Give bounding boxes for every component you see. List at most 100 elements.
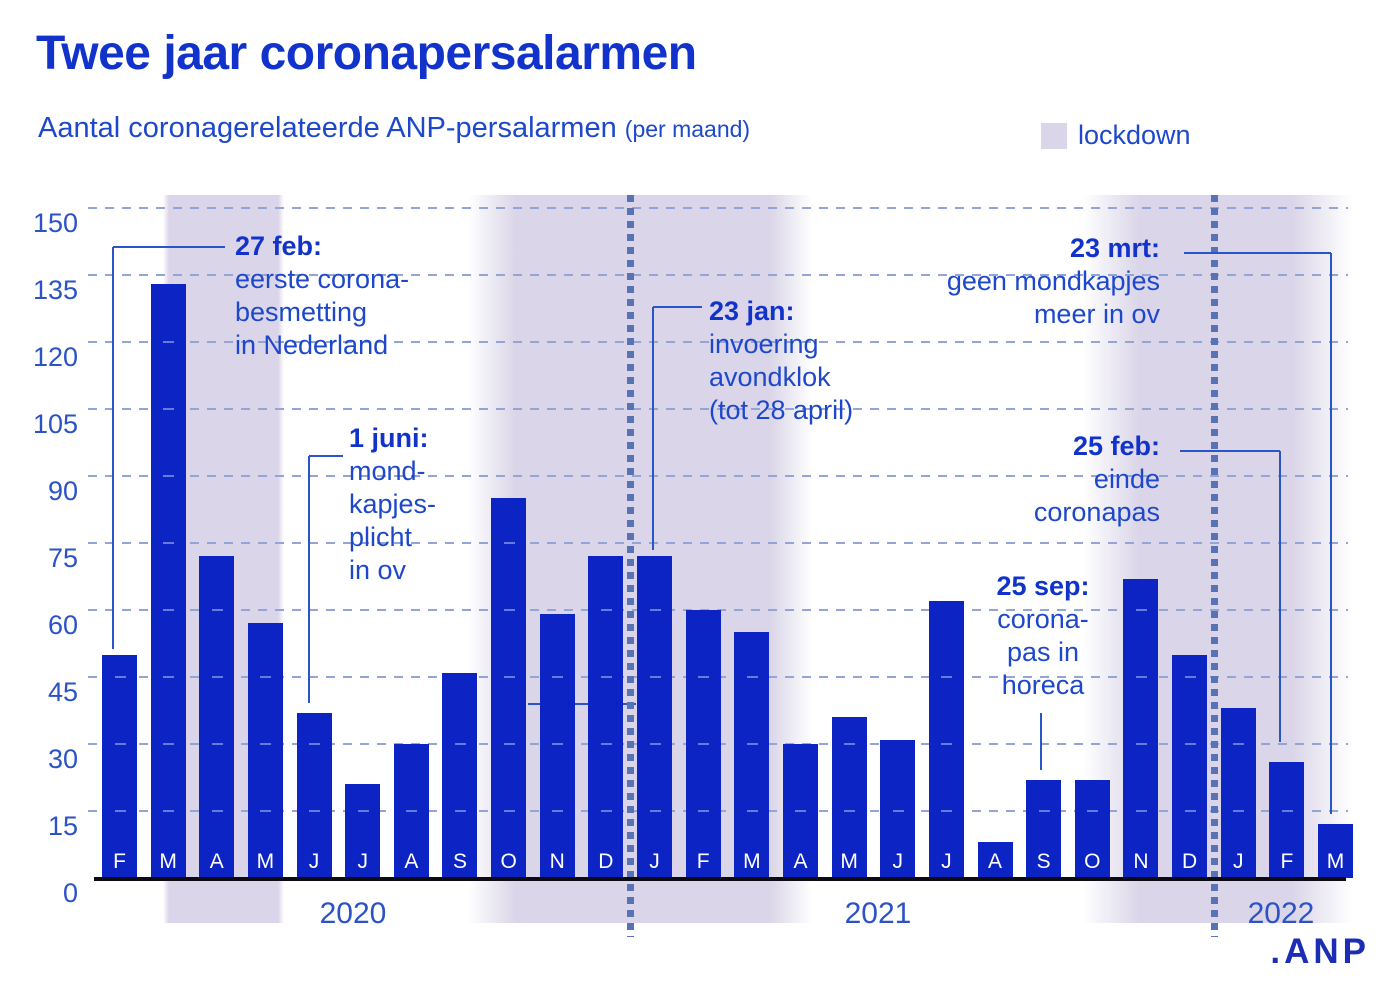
annotation-date: 23 jan: — [709, 296, 795, 326]
bar-gridline-tick — [163, 675, 175, 678]
bar-4-J: J — [296, 712, 332, 878]
bar-gridline-tick — [1087, 809, 1099, 812]
bar-month-label: J — [649, 849, 660, 873]
gridline-75 — [88, 542, 1348, 544]
bar-gridline-tick — [600, 675, 612, 678]
bar-24-F: F — [1269, 761, 1305, 878]
y-axis-label-120: 120 — [32, 342, 78, 372]
bar-gridline-tick — [163, 340, 175, 343]
bar-gridline-tick — [211, 608, 223, 611]
leader-line-v-1-juni — [308, 456, 310, 703]
bar-gridline-tick — [698, 810, 710, 812]
bar-gridline-tick — [1233, 809, 1245, 812]
year-divider-1 — [627, 195, 634, 937]
year-label-2022: 2022 — [1247, 897, 1315, 930]
bar-gridline-tick — [892, 809, 904, 812]
y-axis-label-105: 105 — [32, 409, 78, 439]
bar-gridline-tick — [746, 675, 758, 678]
annotation-date: 27 feb: — [235, 231, 323, 261]
bar-gridline-tick — [795, 810, 807, 812]
bar-8-O: O — [491, 498, 527, 878]
annotation-27-feb: 27 feb: eerste corona-besmetting in Nederl… — [235, 231, 410, 360]
y-axis-label-15: 15 — [47, 811, 78, 841]
leader-line-h-27-feb — [113, 246, 225, 248]
bar-6-A: A — [393, 744, 429, 878]
bar-gridline-tick — [649, 742, 661, 745]
bar-month-label: O — [500, 849, 517, 873]
y-axis-label-135: 135 — [32, 275, 78, 305]
anp-logo: .ANP — [1270, 932, 1370, 971]
bar-month-label: D — [598, 849, 614, 873]
leader-line-v-25-sep — [1040, 713, 1042, 770]
bar-gridline-tick — [211, 742, 223, 745]
y-axis-label-75: 75 — [47, 543, 78, 573]
bar-gridline-tick — [211, 675, 223, 678]
legend: lockdown — [1041, 120, 1191, 151]
y-axis-label-60: 60 — [47, 610, 78, 640]
bar-gridline-tick — [454, 809, 466, 812]
bar-month-label: F — [696, 850, 710, 873]
bar-month-label: J — [357, 849, 368, 873]
bar-gridline-tick — [1233, 742, 1245, 745]
year-label-2021: 2021 — [844, 897, 912, 930]
bar-gridline-tick — [552, 742, 564, 745]
bar-gridline-tick — [941, 809, 953, 812]
bar-gridline-tick — [1184, 675, 1196, 678]
subtitle-text: Aantal coronagerelateerde ANP-persalarme… — [38, 112, 617, 144]
bar-gridline-tick — [746, 742, 758, 745]
bar-month-label: J — [941, 849, 952, 873]
bar-gridline-tick — [503, 608, 515, 611]
bar-gridline-tick — [163, 474, 175, 477]
bar-month-label: J — [892, 849, 903, 873]
bar-month-label: M — [1326, 849, 1345, 873]
bar-month-label: A — [404, 850, 419, 873]
bar-gridline-tick — [260, 809, 272, 812]
bar-9-N: N — [539, 614, 575, 878]
bar-gridline-tick — [163, 608, 175, 611]
bar-gridline-tick — [698, 743, 710, 745]
bar-gridline-tick — [746, 809, 758, 812]
bar-gridline-tick — [941, 742, 953, 745]
bar-gridline-tick — [941, 675, 953, 678]
bar-gridline-tick — [309, 742, 321, 745]
leader-line-h-25-feb — [1180, 450, 1280, 452]
bar-month-label: N — [1133, 849, 1149, 873]
bar-2-A: A — [199, 556, 235, 878]
bar-13-M: M — [734, 632, 770, 878]
bar-gridline-tick — [357, 809, 369, 812]
bar-gridline-tick — [649, 608, 661, 611]
bar-gridline-tick — [1135, 809, 1147, 812]
bar-gridline-tick — [163, 809, 175, 812]
leader-line-v-23-mrt — [1330, 253, 1332, 814]
annotation-date: 25 sep: — [996, 571, 1090, 601]
bar-16-J: J — [880, 739, 916, 878]
bar-17-J: J — [928, 601, 964, 878]
bar-1-M: M — [150, 283, 186, 878]
bar-gridline-tick — [600, 742, 612, 745]
bar-12-F: F — [685, 610, 721, 878]
bar-gridline-tick — [503, 809, 515, 812]
subtitle-note: (per maand) — [624, 116, 751, 142]
leader-line-h-23-mrt — [1184, 252, 1331, 254]
page-subtitle: Aantal coronagerelateerde ANP-persalarme… — [38, 112, 750, 145]
bar-gridline-tick — [698, 676, 710, 678]
bar-gridline-tick — [844, 809, 856, 812]
bar-gridline-tick — [454, 742, 466, 745]
leader-line-h-23-jan — [653, 306, 702, 308]
bar-month-label: D — [1181, 849, 1198, 873]
bar-gridline-tick — [649, 675, 661, 678]
bar-gridline-tick — [503, 742, 515, 745]
leader-line-v-23-jan — [652, 307, 654, 550]
annotation-23-jan: 23 jan: invoering avondklok (tot 28 april) — [709, 296, 854, 425]
bar-gridline-tick — [503, 675, 515, 678]
y-axis-label-45: 45 — [47, 677, 78, 707]
bar-7-S: S — [442, 672, 478, 878]
annotation-date: 1 juni: — [349, 423, 429, 453]
bar-gridline-tick — [503, 541, 515, 544]
bar-gridline-tick — [1135, 675, 1147, 678]
x-axis-line — [94, 877, 1346, 881]
bar-month-label: M — [256, 849, 275, 873]
bar-month-label: O — [1084, 849, 1101, 873]
page-title: Twee jaar coronapersalarmen — [36, 27, 697, 80]
